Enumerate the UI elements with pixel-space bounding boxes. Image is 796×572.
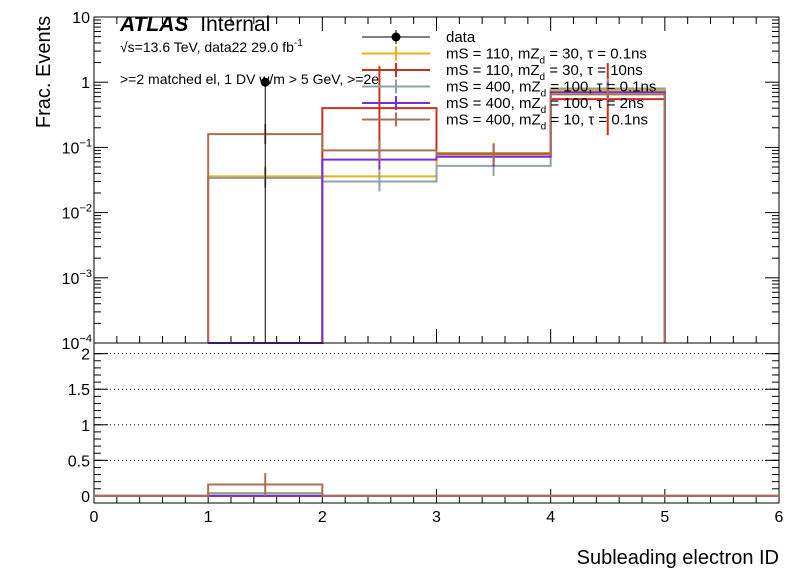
main-y-tick-label: 10−2 <box>62 203 92 223</box>
legend-label-2: mS = 400, mZd = 100, τ = 0.1ns <box>446 79 656 100</box>
energy-lumi-label: √s=13.6 TeV, data22 29.0 fb-1 <box>120 38 303 55</box>
legend-label-rest: = 30, τ = 10ns <box>545 62 643 79</box>
data-point <box>260 77 270 87</box>
legend-label-rest: = 10, τ = 0.1ns <box>546 112 648 129</box>
legend-label-subscript: d <box>540 72 546 83</box>
legend-label-main: mS = 400, mZ <box>446 112 541 129</box>
y-axis-label: Frac. Events <box>33 16 55 128</box>
ratio-y-tick-label: 0.5 <box>68 453 90 470</box>
x-tick-label: 6 <box>775 509 784 526</box>
legend-label-4: mS = 400, mZd = 10, τ = 0.1ns <box>446 112 648 133</box>
ratio-y-tick-label: 0 <box>81 489 90 506</box>
x-tick-label: 2 <box>318 509 327 526</box>
legend-data-label: data <box>446 29 476 46</box>
main-y-tick-exponent: −3 <box>79 268 92 280</box>
x-tick-label: 3 <box>432 509 441 526</box>
ratio-panel: 0 0.5 1 1.5 2 0 1 2 3 4 5 6 <box>68 342 784 526</box>
atlas-label: ATLAS Internal <box>119 13 270 36</box>
legend-label-subscript: d <box>541 122 547 133</box>
main-y-tick-base: 10 <box>62 140 80 157</box>
legend-label-1: mS = 110, mZd = 30, τ = 10ns <box>446 62 643 83</box>
main-y-tick-label: 10−4 <box>62 333 92 353</box>
energy-lumi-text: √s=13.6 TeV, data22 29.0 fb <box>120 39 294 55</box>
x-tick-label: 5 <box>660 509 669 526</box>
ratio-frame <box>93 342 780 504</box>
atlas-experiment: ATLAS <box>119 13 188 36</box>
legend-label-subscript: d <box>540 56 546 67</box>
hist-series-1 <box>208 98 666 344</box>
legend-label-rest: = 100, τ = 0.1ns <box>546 79 656 96</box>
x-tick-label: 1 <box>204 509 213 526</box>
main-y-tick-label: 10 <box>72 10 90 27</box>
selection-label: >=2 matched el, 1 DV w/m > 5 GeV, >=2e <box>120 71 379 87</box>
main-y-tick-base: 10 <box>62 336 80 353</box>
main-y-tick-label: 1 <box>81 75 90 92</box>
legend-label-subscript: d <box>541 105 547 116</box>
ratio-y-tick-label: 1 <box>81 418 90 435</box>
legend-data-marker <box>391 32 401 42</box>
main-y-tick-exponent: −1 <box>79 137 92 149</box>
main-y-tick-label: 10−1 <box>62 137 92 157</box>
legend-label-3: mS = 400, mZd = 100, τ = 2ns <box>446 95 644 116</box>
main-y-tick-base: 10 <box>62 206 80 223</box>
main-y-tick-exponent: −2 <box>79 203 92 215</box>
x-axis-label: Subleading electron ID <box>577 547 779 569</box>
legend-label-main: mS = 400, mZ <box>446 79 541 96</box>
main-y-tick-exponent: −4 <box>79 333 92 345</box>
main-y-tick-base: 10 <box>62 271 80 288</box>
legend-label-main: mS = 110, mZ <box>446 46 540 63</box>
legend-label-rest: = 30, τ = 0.1ns <box>545 46 647 63</box>
hist-series-3 <box>208 91 666 344</box>
legend-label-0: mS = 110, mZd = 30, τ = 0.1ns <box>446 46 647 67</box>
x-tick-label: 4 <box>546 509 555 526</box>
legend-label-rest: = 100, τ = 2ns <box>546 95 644 112</box>
x-tick-label: 0 <box>90 509 99 526</box>
legend-label-main: mS = 110, mZ <box>446 62 540 79</box>
ratio-y-tick-label: 2 <box>81 347 90 364</box>
main-y-tick-label: 10−3 <box>62 268 92 288</box>
legend-label-main: mS = 400, mZ <box>446 95 541 112</box>
atlas-status: Internal <box>200 13 270 36</box>
lumi-superscript: -1 <box>294 38 303 49</box>
legend-label-subscript: d <box>541 89 547 100</box>
ratio-series-4 <box>94 483 779 497</box>
ratio-y-tick-label: 1.5 <box>68 382 90 399</box>
